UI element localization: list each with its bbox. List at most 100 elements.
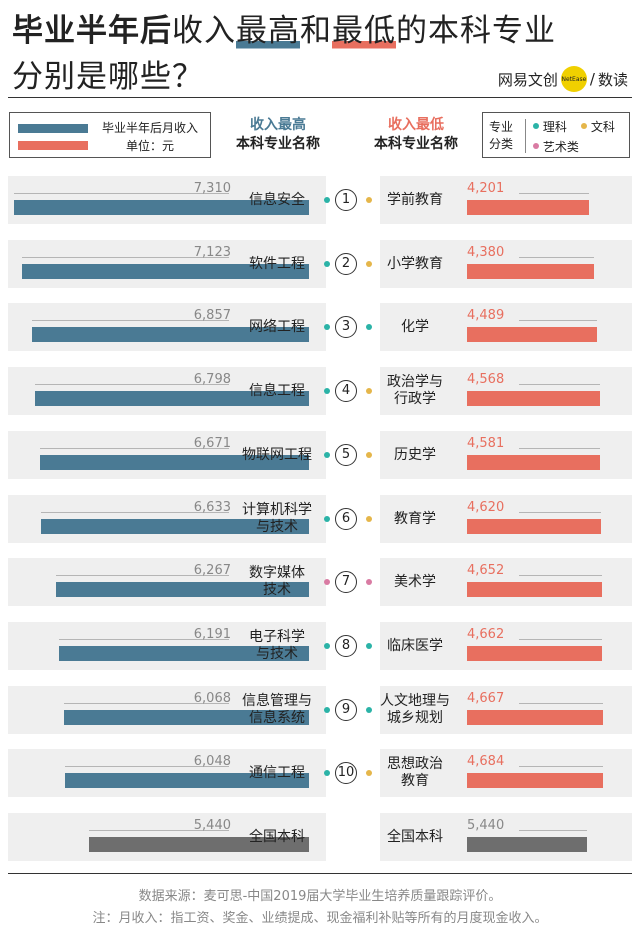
low-income-value: 4,201 [467,181,505,196]
low-category-dot-icon [366,770,372,776]
title-part-c: 的本科专业 [396,13,556,49]
header-lowest-bottom: 本科专业名称 [374,136,458,152]
high-major-name: 数字媒体 [249,565,305,581]
low-bar-guide [519,193,589,194]
high-major-name: 信息管理与 [242,693,312,709]
title-highlight-highest: 最高 [236,8,300,54]
high-bar-guide [40,448,229,449]
low-bar-guide [519,766,603,767]
high-bar-guide [89,830,229,831]
high-bar-guide [22,257,229,258]
rank-badge: 6 [335,508,357,530]
low-bar-guide [519,257,594,258]
footer-source: 数据来源：麦可思-中国2019届大学毕业生培养质量跟踪评价。 [138,889,502,904]
low-category-dot-icon [366,388,372,394]
high-category-dot-icon [324,324,330,330]
low-category-dot-icon [366,324,372,330]
high-major-name: 通信工程 [249,765,305,781]
national-bar-left [89,837,309,852]
national-label-left: 全国本科 [249,829,305,845]
brand-name: 网易文创 [497,70,558,89]
high-income-bar [64,710,309,725]
high-income-bar [59,646,309,661]
low-category-dot-icon [366,197,372,203]
high-income-bar [65,773,309,788]
high-major-name: 网络工程 [249,319,305,335]
rank-badge: 2 [335,253,357,275]
high-income-bar [56,582,309,597]
title-line-2: 分别是哪些？ [12,59,204,95]
low-major-name-line2: 城乡规划 [387,710,443,726]
header-highest-bottom: 本科专业名称 [236,136,320,152]
footer-note: 注：月收入：指工资、奖金、业绩提成、现金福利补贴等所有的月度现金收入。 [92,911,548,926]
low-bar-guide [519,320,597,321]
low-major-name: 小学教育 [387,256,443,272]
low-bar-guide [519,384,600,385]
high-category-dot-icon [324,579,330,585]
low-major-name: 美术学 [394,574,436,590]
title-highlight-lowest: 最低 [332,8,396,54]
category-item-science: 理科 [533,118,567,135]
rank-badge: 9 [335,699,357,721]
high-major-name-line2: 与技术 [256,519,298,535]
high-category-dot-icon [324,261,330,267]
low-bar-guide [519,575,602,576]
high-income-value: 6,798 [193,372,231,387]
high-income-value: 6,048 [193,754,231,769]
rank-badge: 10 [335,762,357,784]
low-major-name-line2: 教育 [401,773,429,789]
legend-swatch-low [18,141,88,150]
high-income-value: 6,267 [193,563,231,578]
low-major-name: 思想政治 [387,756,443,772]
low-income-bar [467,391,600,406]
title-line-1: 毕业半年后收入最高和最低的本科专业 [12,8,632,54]
legend-swatch-high [18,124,88,133]
low-income-bar [467,264,594,279]
national-value-right: 5,440 [467,818,505,833]
high-bar-guide [65,766,229,767]
brand-separator: / [589,70,595,88]
low-income-bar [467,455,600,470]
brand-logo: 网易文创 NetEase / 数读 [498,66,628,92]
high-major-name-line2: 信息系统 [249,710,305,726]
low-income-bar [467,200,589,215]
category-legend-title-bottom: 分类 [489,137,514,151]
low-category-dot-icon [366,452,372,458]
header-lowest-top: 收入最低 [388,117,444,133]
category-legend: 专业 分类 理科 文科 艺术类 [482,112,630,158]
category-legend-title-top: 专业 [489,120,514,134]
high-major-name: 软件工程 [249,256,305,272]
high-income-bar [40,455,309,470]
high-major-name: 信息工程 [249,383,305,399]
high-major-name-line2: 与技术 [256,646,298,662]
low-major-name: 历史学 [394,447,436,463]
high-category-dot-icon [324,643,330,649]
high-income-value: 6,633 [193,500,231,515]
high-income-bar [32,327,309,342]
low-category-dot-icon [366,261,372,267]
high-category-dot-icon [324,388,330,394]
low-category-dot-icon [366,643,372,649]
high-major-name-line2: 技术 [263,582,291,598]
high-income-bar [22,264,309,279]
national-label-right: 全国本科 [387,829,443,845]
low-income-value: 4,652 [467,563,505,578]
national-value-left: 5,440 [193,818,231,833]
low-income-value: 4,667 [467,691,505,706]
high-bar-guide [59,639,229,640]
title-bold-part: 毕业半年后 [12,13,172,49]
high-major-name: 信息安全 [249,192,305,208]
legend-series-label: 毕业半年后月收入 [101,121,198,135]
category-item-arts: 艺术类 [533,138,579,155]
header-lowest: 收入最低 本科专业名称 [356,116,476,154]
brand-sub: 数读 [597,70,628,89]
low-major-name: 教育学 [394,511,436,527]
low-income-bar [467,582,602,597]
low-bar-guide [519,639,602,640]
low-category-dot-icon [366,516,372,522]
high-bar-guide [64,703,229,704]
netease-logo-icon: NetEase [560,66,587,92]
rank-badge: 1 [335,189,357,211]
low-category-dot-icon [366,707,372,713]
high-income-value: 6,191 [193,627,231,642]
